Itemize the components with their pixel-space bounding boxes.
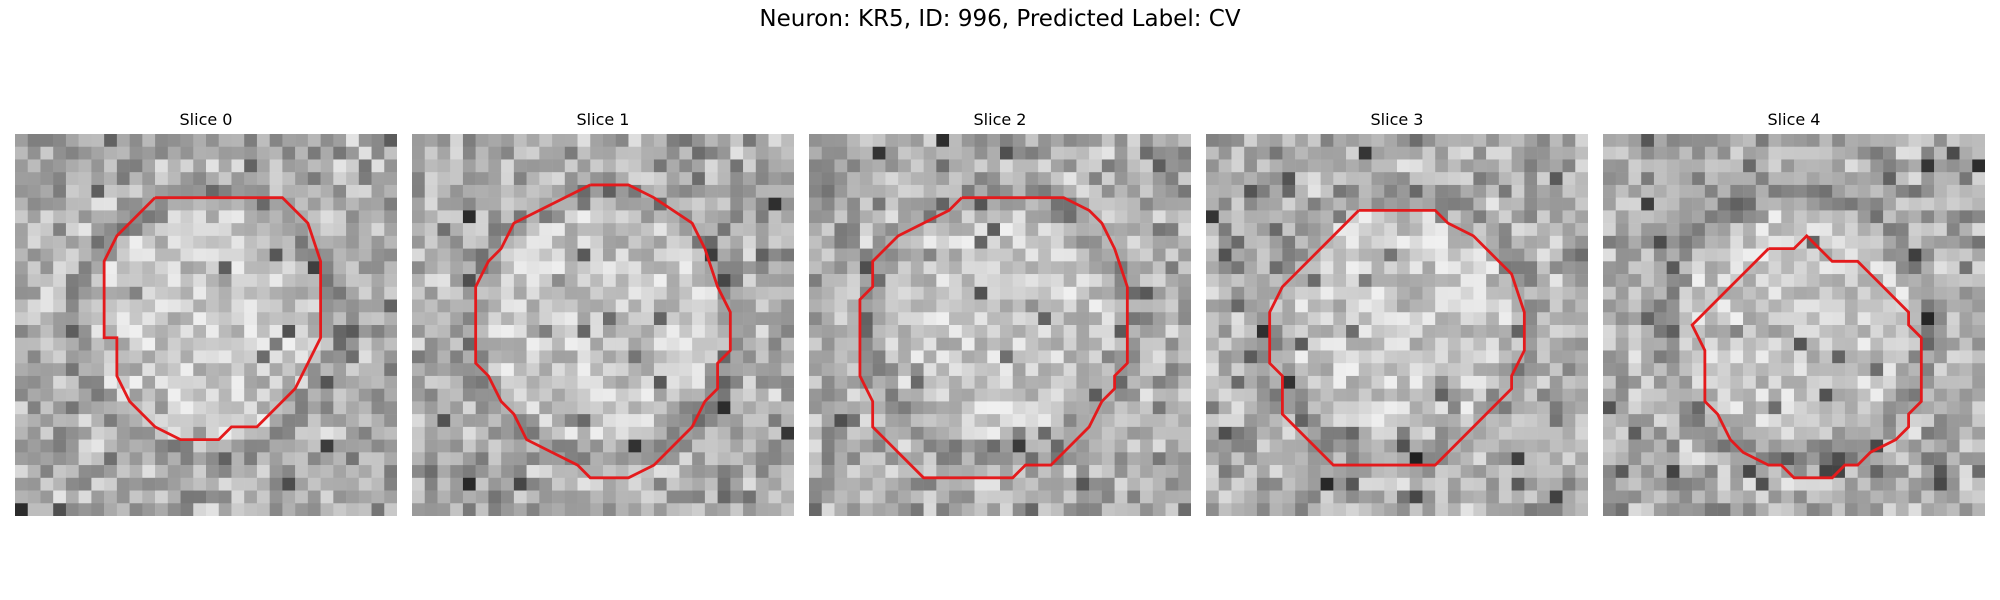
slice-panel-3: Slice 3 bbox=[1206, 110, 1588, 518]
slice-title: Slice 1 bbox=[576, 110, 630, 129]
slice-title: Slice 2 bbox=[973, 110, 1027, 129]
pixel-grid bbox=[412, 134, 794, 516]
pixel-grid bbox=[809, 134, 1191, 516]
roi-contour bbox=[474, 183, 732, 480]
slice-panel-2: Slice 2 bbox=[809, 110, 1191, 518]
pixel-grid bbox=[1603, 134, 1985, 516]
slice-title: Slice 0 bbox=[179, 110, 233, 129]
roi-contour bbox=[1268, 208, 1526, 467]
slice-image bbox=[1603, 134, 1985, 516]
slice-panel-1: Slice 1 bbox=[412, 110, 794, 518]
slice-image bbox=[809, 134, 1191, 516]
figure-title: Neuron: KR5, ID: 996, Predicted Label: C… bbox=[759, 6, 1241, 32]
slice-title: Slice 3 bbox=[1370, 110, 1424, 129]
roi-contour bbox=[858, 196, 1129, 480]
pixel-grid bbox=[1206, 134, 1588, 516]
pixel-grid bbox=[15, 134, 397, 516]
slice-image bbox=[412, 134, 794, 516]
slice-image bbox=[15, 134, 397, 516]
roi-contour bbox=[1690, 233, 1923, 480]
slice-title: Slice 4 bbox=[1767, 110, 1821, 129]
roi-contour bbox=[102, 196, 323, 442]
slice-image bbox=[1206, 134, 1588, 516]
slice-panel-4: Slice 4 bbox=[1603, 110, 1985, 518]
slice-panel-0: Slice 0 bbox=[15, 110, 397, 518]
